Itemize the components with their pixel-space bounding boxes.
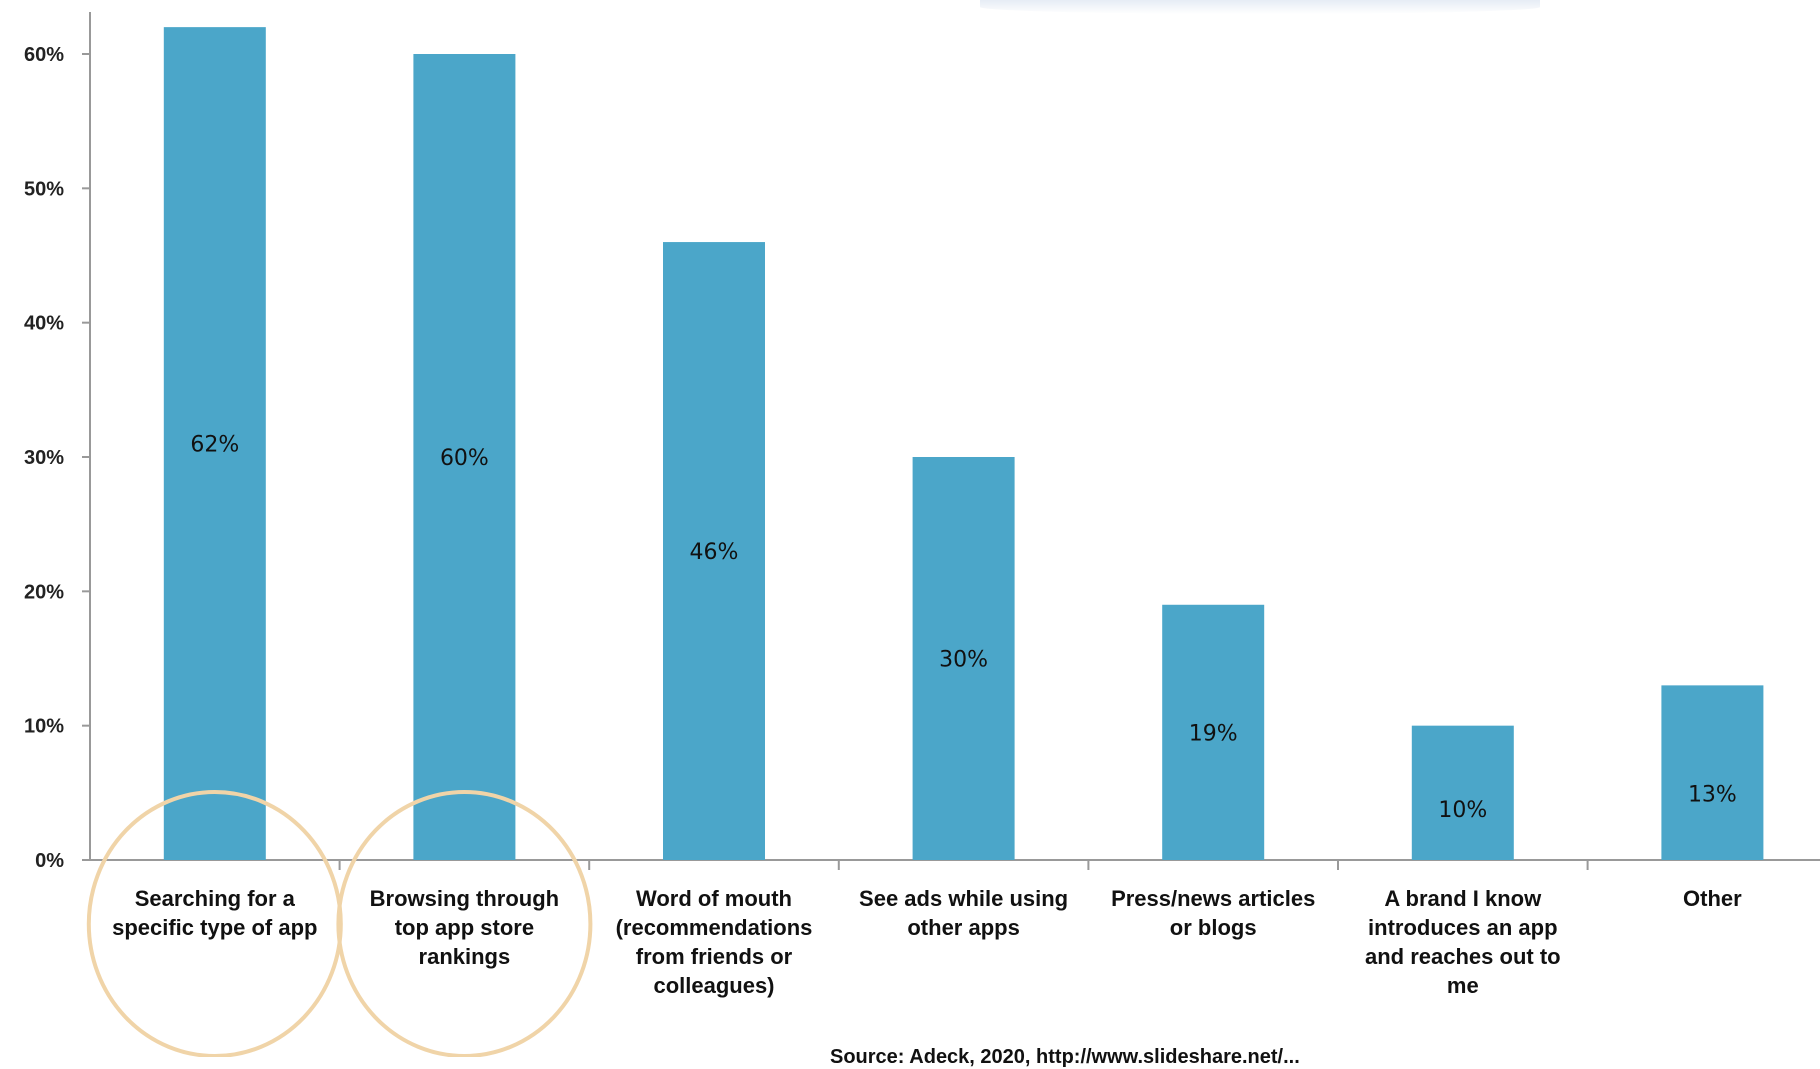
x-category-label-line: from friends or — [635, 944, 793, 969]
y-tick-label: 40% — [24, 313, 64, 335]
x-category-label: Word of mouth (recommendations from friend… — [589, 884, 839, 1000]
x-category-label-line: Word of mouth — [636, 886, 792, 911]
bar-data-label: 10% — [1438, 798, 1487, 823]
bar — [912, 457, 1015, 860]
x-category-label-line: rankings — [418, 944, 511, 969]
bar-data-label: 30% — [939, 648, 988, 673]
bar — [163, 27, 266, 860]
x-category-label: Other — [1587, 884, 1820, 913]
y-tick-label: 50% — [24, 178, 64, 200]
bar-data-label: 19% — [1189, 721, 1238, 746]
y-tick-label: 60% — [24, 44, 64, 66]
source-note: Source: Adeck, 2020, http://www.slidesha… — [830, 1046, 1300, 1068]
bar — [1411, 725, 1514, 860]
bar — [663, 242, 765, 861]
chart-bars — [163, 27, 1764, 861]
x-category-label-line: me — [1446, 973, 1479, 998]
bar-data-label: 13% — [1688, 783, 1737, 808]
x-category-label: Searching for a specific type of app — [90, 884, 340, 942]
x-category-label-line: Browsing through — [369, 886, 560, 911]
x-category-label: See ads while using other apps — [839, 884, 1089, 942]
top-glow-decoration — [980, 0, 1540, 14]
y-tick-label: 10% — [24, 716, 64, 738]
x-category-label: A brand I know introduces an app and reach… — [1338, 884, 1588, 1000]
bar — [1162, 604, 1265, 860]
x-category-label-line: introduces an app — [1368, 915, 1558, 940]
highlight-circle — [336, 790, 593, 1057]
y-tick-label: 0% — [35, 850, 64, 872]
x-category-label-line: other apps — [907, 915, 1020, 940]
x-category-label-line: A brand I know — [1384, 886, 1542, 911]
y-tick-label: 30% — [24, 447, 64, 469]
x-category-label-line: colleagues) — [653, 973, 775, 998]
x-category-label-line: See ads while using — [859, 886, 1069, 911]
bar-data-label: 60% — [440, 446, 489, 471]
bar-data-label: 62% — [190, 433, 239, 458]
x-category-label-line: Press/news articles — [1111, 886, 1316, 911]
x-category-label-line: specific type of app — [112, 915, 318, 940]
highlight-circle — [86, 790, 343, 1057]
x-category-label-line: (recommendations — [615, 915, 813, 940]
bar-data-label: 46% — [690, 540, 739, 565]
x-category-label-line: top app store — [394, 915, 535, 940]
bar — [413, 54, 516, 860]
y-tick-label: 20% — [24, 581, 64, 603]
chart-data-labels: 62% 60% 46% 30% 19% 10% 13% — [190, 433, 1737, 823]
chart-highlight-circles — [86, 790, 593, 1057]
x-category-label: Browsing through top app store rankings — [339, 884, 589, 971]
x-category-label-line: or blogs — [1169, 915, 1257, 940]
x-category-label: Press/news articles or blogs — [1088, 884, 1338, 942]
x-category-label-line: Other — [1683, 886, 1742, 911]
bar — [1661, 685, 1764, 860]
x-category-label-line: and reaches out to — [1365, 944, 1561, 969]
x-category-label-line: Searching for a — [134, 886, 295, 911]
